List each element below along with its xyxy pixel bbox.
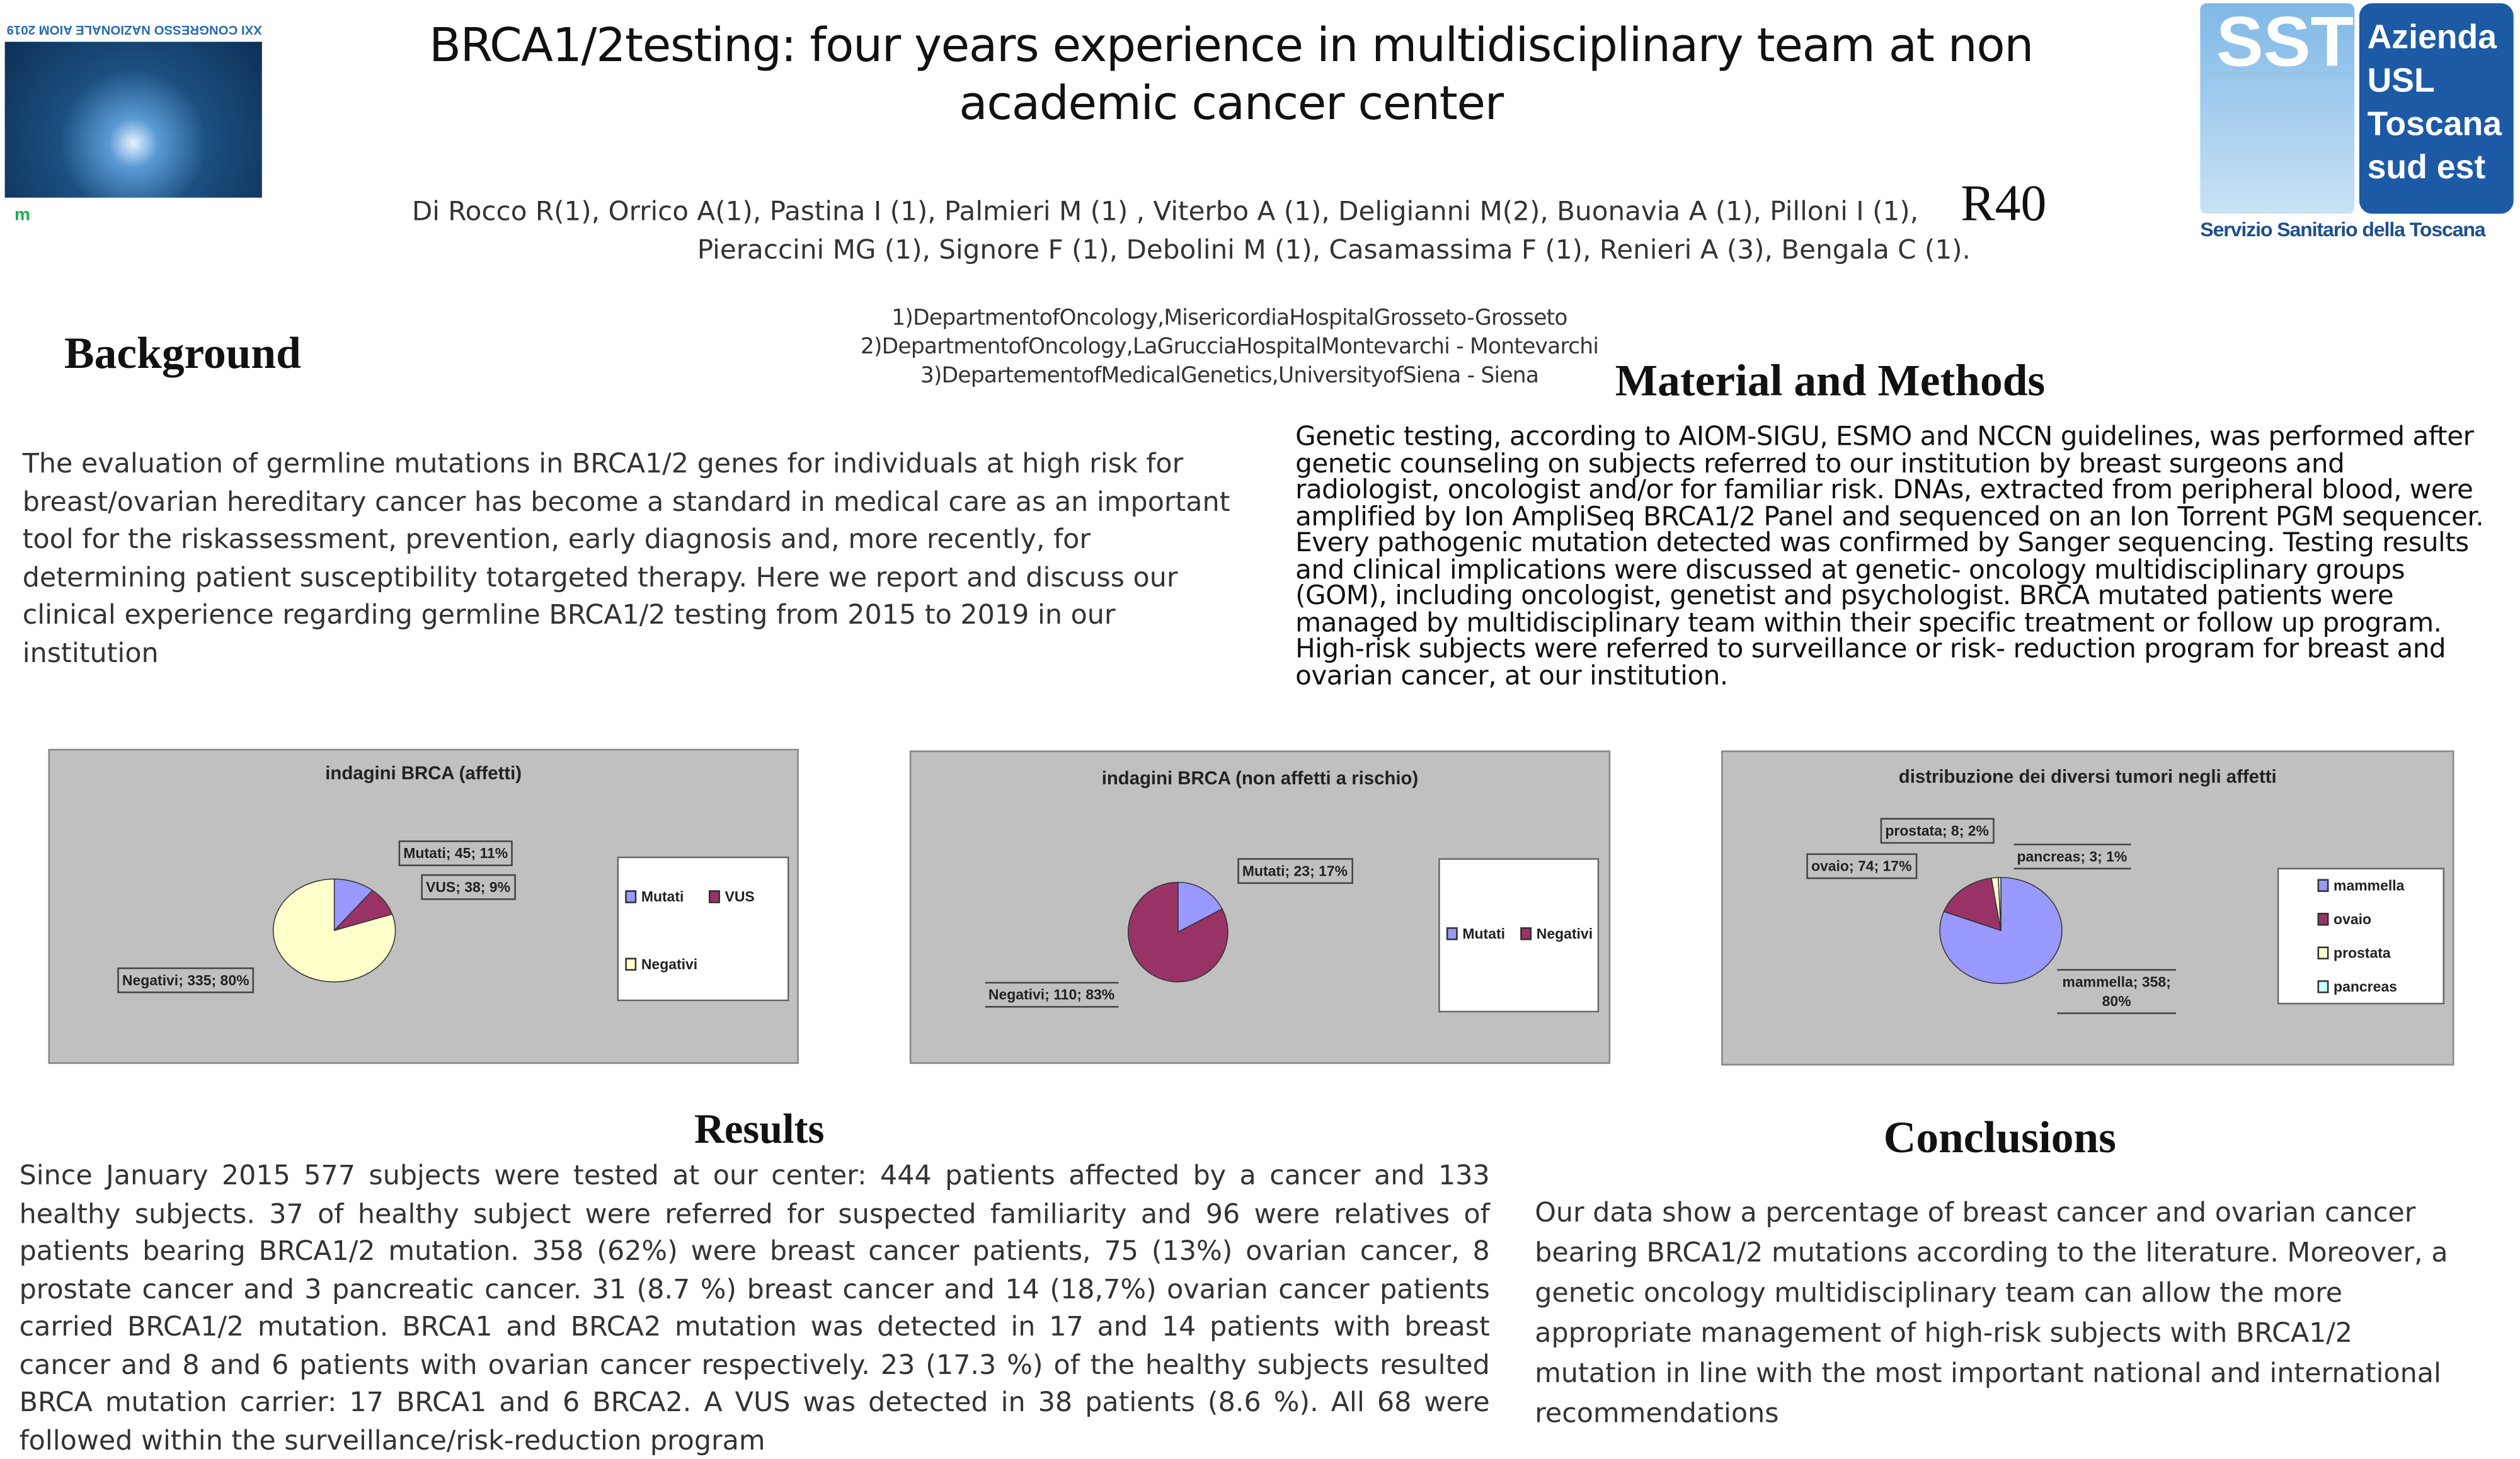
data-label-text: mammella; 358; 80% [2062, 973, 2171, 1010]
legend-item: ovaio [2317, 911, 2372, 927]
legend: mammella ovaio prostata pancreas [2277, 867, 2445, 1005]
legend-item: VUS [708, 888, 755, 905]
authors-line-2: Pieraccini MG (1), Signore F (1), Deboli… [697, 234, 1971, 265]
affiliation-2: 2)DepartmentofOncology,LaGrucciaHospital… [860, 334, 1599, 360]
legend-item: Negativi [625, 956, 698, 973]
legend-swatch [625, 890, 637, 903]
legend-swatch [2317, 946, 2329, 959]
legend-item: pancreas [2317, 978, 2397, 995]
usl-logo: SST Azienda USL Toscana sud est Servizio… [2200, 3, 2515, 244]
pie [1128, 881, 1228, 983]
data-label: Mutati; 23; 17% [1237, 858, 1353, 884]
usl-name-line: Azienda [2367, 19, 2497, 57]
authors-line-1: Di Rocco R(1), Orrico A(1), Pastina I (1… [411, 196, 1919, 227]
chart-non-affetti: indagini BRCA (non affetti a rischio) Mu… [909, 750, 1611, 1064]
poster-title: BRCA1/2testing: four years experience in… [429, 18, 2034, 130]
results-text: Since January 2015 577 subjects were tes… [19, 1159, 1490, 1455]
data-label: VUS; 38; 9% [421, 874, 515, 900]
legend-label: VUS [724, 888, 755, 905]
chart-distribuzione-tumori: distribuzione dei diversi tumori negli a… [1721, 750, 2454, 1066]
legend-label: pancreas [2334, 978, 2397, 995]
legend-swatch [1520, 927, 1532, 941]
methods-text: Genetic testing, according to AIOM-SIGU,… [1295, 421, 2484, 690]
data-label: ovaio; 74; 17% [1806, 853, 1917, 879]
legend-swatch [2317, 879, 2329, 892]
usl-name-line: Toscana [2367, 106, 2502, 144]
congress-logo-text: XXI CONGRESSO NAZIONALE AIOM 2019 [6, 22, 262, 37]
legend-swatch [2317, 912, 2329, 926]
conclusions-heading: Conclusions [1883, 1113, 2116, 1164]
legend-label: ovaio [2334, 911, 2372, 927]
legend: Mutati Negativi [1438, 858, 1600, 1013]
legend-swatch [625, 958, 637, 971]
legend-item: Negativi [1520, 925, 1593, 942]
usl-name-box: Azienda USL Toscana sud est [2359, 3, 2514, 214]
sst-mark: SST [2200, 3, 2355, 214]
usl-name-line: sud est [2367, 149, 2486, 186]
legend: Mutati VUS Negativi [617, 856, 789, 1002]
pie-slice-ovaio [1943, 878, 2002, 932]
usl-caption: Servizio Sanitario della Toscana [2200, 218, 2485, 241]
data-label: Negativi; 335; 80% [117, 967, 255, 993]
affiliation-3: 3)DepartementofMedicalGenetics,Universit… [920, 363, 1539, 389]
legend-label: prostata [2334, 944, 2391, 961]
conclusions-text: Our data show a percentage of breast can… [1535, 1195, 2448, 1429]
legend-swatch [1446, 927, 1458, 941]
background-text: The evaluation of germline mutations in … [22, 447, 1230, 669]
results-heading: Results [694, 1106, 825, 1153]
legend-item: mammella [2317, 877, 2405, 894]
pie-slice-pancreas [1998, 877, 2002, 931]
sst-text: SST [2216, 3, 2354, 83]
pie-slice-negativi [272, 878, 396, 983]
chart-affetti: indagini BRCA (affetti) Mutati; 45; 11% … [48, 748, 799, 1064]
affiliation-1: 1)DepartmentofOncology,MisericordiaHospi… [891, 305, 1567, 331]
chart-title: indagini BRCA (affetti) [325, 765, 522, 784]
legend-label: Negativi [1536, 925, 1593, 942]
data-label: Negativi; 110; 83% [985, 981, 1118, 1008]
authors: Di Rocco R(1), Orrico A(1), Pastina I (1… [321, 193, 2138, 270]
chart-title: indagini BRCA (non affetti a rischio) [1101, 769, 1419, 789]
data-label: Mutati; 45; 11% [398, 840, 513, 866]
legend-label: Mutati [641, 888, 684, 905]
chart-title: distribuzione dei diversi tumori negli a… [1898, 768, 2277, 787]
usl-name-line: USL [2367, 62, 2435, 100]
pie-slice-mutati [1177, 881, 1223, 933]
legend-label: Negativi [641, 956, 698, 973]
legend-item: Mutati [625, 889, 684, 905]
methods-heading: Material and Methods [1615, 357, 2046, 407]
legend-item: Mutati [1446, 925, 1505, 942]
background-heading: Background [64, 329, 301, 380]
legend-swatch [2317, 980, 2329, 993]
pie-slice-negativi [1128, 881, 1228, 983]
legend-label: Mutati [1462, 925, 1506, 942]
legend-item: prostata [2317, 944, 2391, 961]
congress-logo: XXI CONGRESSO NAZIONALE AIOM 2019 m [4, 3, 262, 233]
affiliations: 1)DepartmentofOncology,MisericordiaHospi… [723, 304, 1736, 391]
legend-swatch [708, 890, 720, 903]
data-label: prostata; 8; 2% [1880, 818, 1994, 844]
data-label: pancreas; 3; 1% [2013, 844, 2131, 870]
pie [272, 878, 396, 983]
data-label: mammella; 358; 80% [2057, 969, 2177, 1014]
aiom-mark: m [14, 205, 30, 226]
pie [1939, 877, 2063, 984]
legend-label: mammella [2334, 877, 2405, 894]
congress-logo-image [4, 42, 262, 198]
poster-code: R40 [1961, 173, 2047, 232]
